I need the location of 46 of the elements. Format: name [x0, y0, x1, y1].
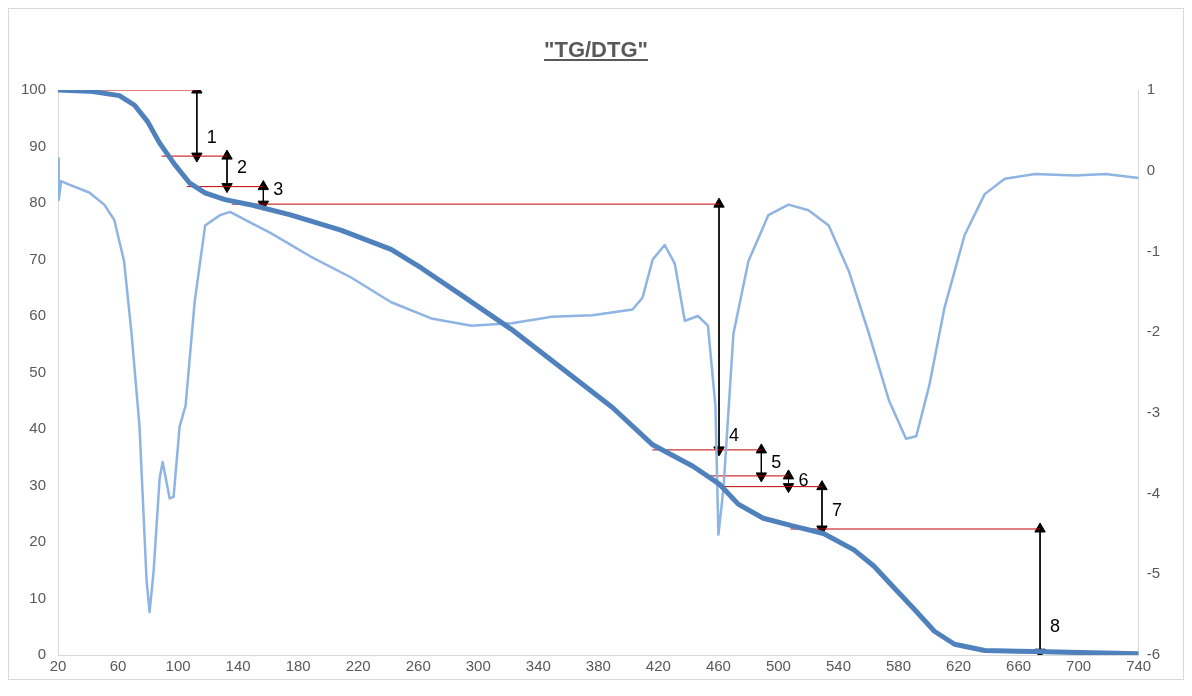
y2-tick-label: -5 — [1146, 564, 1161, 582]
x-tick-label: 540 — [825, 657, 851, 675]
annotation: 5 — [771, 451, 782, 472]
x-tick-label: 260 — [405, 657, 431, 675]
annotation: 8 — [1050, 615, 1061, 636]
y2-tick-label: 1 — [1146, 80, 1156, 98]
x-tick-label: 100 — [165, 657, 191, 675]
annotation: 6 — [798, 469, 809, 490]
annotation: 2 — [237, 156, 248, 177]
y-tick-label: 90 — [29, 136, 47, 154]
x-tick-label: 700 — [1066, 657, 1092, 675]
y-tick-label: 10 — [29, 588, 47, 606]
x-tick-label: 500 — [765, 657, 791, 675]
y-tick-label: 30 — [29, 475, 47, 493]
annotation: 3 — [273, 178, 284, 199]
x-tick-label: 220 — [345, 657, 371, 675]
annotation: 7 — [831, 499, 842, 520]
y-tick-label: 80 — [29, 193, 47, 211]
x-tick-label: 380 — [585, 657, 611, 675]
y-tick-label: 100 — [21, 80, 47, 98]
x-tick-label: 580 — [886, 657, 912, 675]
x-tick-label: 660 — [1006, 657, 1032, 675]
y2-tick-label: -1 — [1146, 241, 1161, 259]
y-tick-label: 70 — [29, 249, 47, 267]
y-tick-label: 50 — [29, 362, 47, 380]
chart-title: "TG/DTG" — [543, 36, 649, 64]
y2-tick-label: -4 — [1146, 483, 1161, 501]
y2-tick-label: 0 — [1146, 160, 1156, 178]
annotation: 1 — [206, 126, 217, 147]
x-tick-label: 340 — [525, 657, 551, 675]
x-tick-label: 60 — [109, 657, 127, 675]
x-tick-label: 140 — [225, 657, 251, 675]
x-tick-label: 460 — [705, 657, 731, 675]
y2-tick-label: -2 — [1146, 322, 1161, 340]
y2-tick-label: -3 — [1146, 403, 1161, 420]
x-tick-label: 180 — [285, 657, 311, 675]
y-tick-label: 0 — [37, 645, 47, 663]
y-tick-label: 20 — [29, 532, 47, 550]
x-tick-label: 740 — [1126, 657, 1152, 675]
x-tick-label: 20 — [49, 657, 67, 675]
x-tick-label: 420 — [645, 657, 671, 675]
x-tick-label: 620 — [946, 657, 972, 675]
y-tick-label: 40 — [29, 419, 47, 437]
annotation: 4 — [729, 424, 740, 445]
y-tick-label: 60 — [29, 306, 47, 324]
x-tick-label: 300 — [465, 657, 491, 675]
